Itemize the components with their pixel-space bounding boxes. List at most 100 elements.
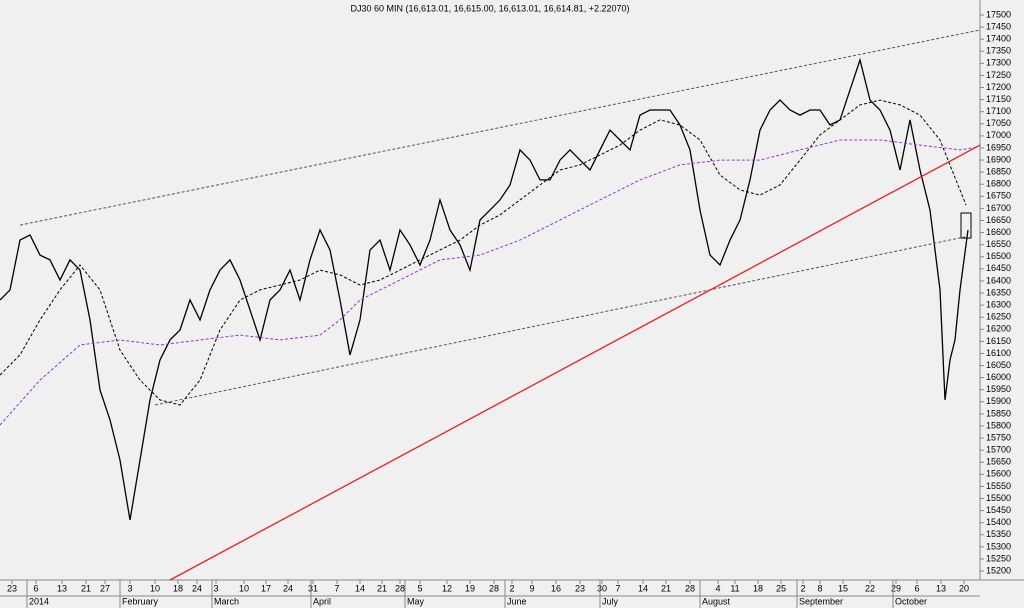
- x-tick-label: 27: [100, 583, 110, 593]
- y-tick-label: 15950: [986, 384, 1011, 394]
- x-tick-label: 25: [776, 583, 786, 593]
- y-tick-label: 15400: [986, 517, 1011, 527]
- y-tick-label: 16800: [986, 179, 1011, 189]
- y-tick-label: 15500: [986, 493, 1011, 503]
- y-tick-label: 15450: [986, 505, 1011, 515]
- x-tick-label: 21: [661, 583, 671, 593]
- y-tick-label: 16600: [986, 227, 1011, 237]
- y-tick-label: 16900: [986, 154, 1011, 164]
- x-tick-label: 10: [239, 583, 249, 593]
- x-tick-label: 13: [936, 583, 946, 593]
- x-tick-label: 31: [308, 583, 318, 593]
- y-tick-label: 17150: [986, 94, 1011, 104]
- y-tick-label: 16050: [986, 360, 1011, 370]
- x-tick-label: 3: [127, 583, 132, 593]
- x-tick-label: 6: [33, 583, 38, 593]
- x-tick-label: 4: [715, 583, 720, 593]
- y-tick-label: 16000: [986, 372, 1011, 382]
- y-tick-label: 15700: [986, 445, 1011, 455]
- x-tick-label: 21: [81, 583, 91, 593]
- x-tick-label: 8: [817, 583, 822, 593]
- y-tick-label: 15600: [986, 469, 1011, 479]
- y-tick-label: 17300: [986, 58, 1011, 68]
- x-tick-label: 20: [959, 583, 969, 593]
- y-tick-label: 15550: [986, 481, 1011, 491]
- x-tick-label: 29: [891, 583, 901, 593]
- y-tick-label: 16850: [986, 167, 1011, 177]
- y-tick-label: 16250: [986, 312, 1011, 322]
- x-tick-label: 3: [213, 583, 218, 593]
- y-tick-label: 15250: [986, 553, 1011, 563]
- y-tick-label: 16750: [986, 191, 1011, 201]
- x-tick-label: 16: [551, 583, 561, 593]
- y-tick-label: 15200: [986, 565, 1011, 575]
- x-tick-label: 15: [838, 583, 848, 593]
- month-label: September: [799, 596, 843, 606]
- month-label: March: [214, 596, 239, 606]
- y-tick-label: 17450: [986, 21, 1011, 31]
- y-tick-label: 16700: [986, 203, 1011, 213]
- y-tick-label: 17400: [986, 34, 1011, 44]
- month-label: June: [507, 596, 527, 606]
- y-tick-label: 16100: [986, 348, 1011, 358]
- x-tick-label: 24: [192, 583, 202, 593]
- month-label: May: [407, 596, 425, 606]
- x-tick-label: 23: [7, 583, 17, 593]
- y-tick-label: 16500: [986, 251, 1011, 261]
- x-tick-label: 7: [334, 583, 339, 593]
- y-tick-label: 16350: [986, 287, 1011, 297]
- x-tick-label: 28: [489, 583, 499, 593]
- x-tick-label: 6: [914, 583, 919, 593]
- y-tick-label: 16300: [986, 299, 1011, 309]
- y-tick-label: 15750: [986, 432, 1011, 442]
- x-tick-label: 14: [355, 583, 365, 593]
- y-tick-label: 16400: [986, 275, 1011, 285]
- month-label: August: [702, 596, 731, 606]
- series-line: [19, 29, 981, 226]
- y-tick-label: 17500: [986, 9, 1011, 19]
- y-tick-label: 17350: [986, 46, 1011, 56]
- series-line: [0, 99, 967, 406]
- y-tick-label: 16150: [986, 336, 1011, 346]
- x-tick-label: 2: [509, 583, 514, 593]
- y-tick-label: 15850: [986, 408, 1011, 418]
- y-tick-label: 17100: [986, 106, 1011, 116]
- x-tick-label: 13: [57, 583, 67, 593]
- x-tick-label: 21: [377, 583, 387, 593]
- y-tick-label: 17050: [986, 118, 1011, 128]
- x-tick-label: 11: [730, 583, 739, 593]
- last-bar-box: [960, 212, 972, 239]
- y-tick-label: 16200: [986, 324, 1011, 334]
- x-tick-label: 30: [597, 583, 607, 593]
- x-tick-label: 19: [465, 583, 475, 593]
- x-tick-label: 2: [800, 583, 805, 593]
- x-tick-label: 24: [283, 583, 293, 593]
- month-label: April: [313, 596, 331, 606]
- y-tick-label: 16950: [986, 142, 1011, 152]
- x-tick-label: 17: [261, 583, 271, 593]
- y-tick-label: 16450: [986, 263, 1011, 273]
- y-tick-label: 15900: [986, 396, 1011, 406]
- y-tick-label: 15800: [986, 420, 1011, 430]
- month-label: 2014: [29, 596, 49, 606]
- x-tick-label: 14: [638, 583, 648, 593]
- x-tick-label: 9: [529, 583, 534, 593]
- y-tick-label: 15650: [986, 457, 1011, 467]
- y-tick-label: 15300: [986, 541, 1011, 551]
- x-tick-label: 7: [615, 583, 620, 593]
- y-tick-label: 17250: [986, 70, 1011, 80]
- y-tick-label: 15350: [986, 529, 1011, 539]
- x-tick-label: 10: [150, 583, 160, 593]
- month-label: October: [895, 596, 927, 606]
- month-label: February: [122, 596, 159, 606]
- x-tick-label: 28: [685, 583, 695, 593]
- x-tick-label: 18: [173, 583, 183, 593]
- chart-title: DJ30 60 MIN (16,613.01, 16,615.00, 16,61…: [351, 3, 630, 13]
- y-tick-label: 16550: [986, 239, 1011, 249]
- y-tick-label: 16650: [986, 215, 1011, 225]
- x-tick-label: 5: [417, 583, 422, 593]
- y-tick-label: 17000: [986, 130, 1011, 140]
- month-label: July: [602, 596, 619, 606]
- x-tick-label: 12: [442, 583, 452, 593]
